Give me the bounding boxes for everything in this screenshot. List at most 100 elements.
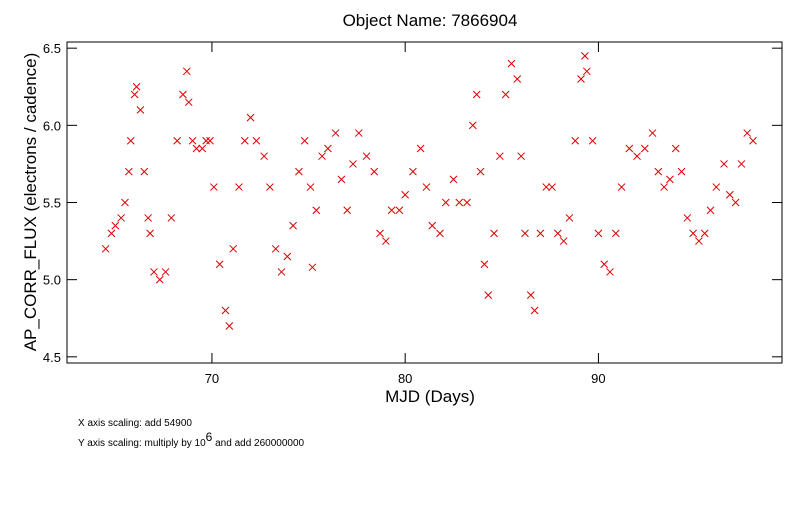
x-marker: [582, 67, 591, 76]
x-marker: [300, 136, 309, 145]
x-marker: [260, 152, 268, 161]
x-marker: [484, 291, 493, 299]
note-text: X axis scaling: add 54900: [78, 418, 192, 429]
y-tick-label: 6.0: [43, 118, 61, 133]
x-marker: [490, 229, 498, 238]
x-marker: [130, 90, 139, 99]
x-marker: [565, 214, 574, 222]
x-marker: [712, 183, 721, 191]
x-marker: [337, 175, 346, 184]
x-marker: [126, 136, 135, 145]
x-marker: [617, 183, 626, 191]
x-marker: [395, 206, 404, 215]
x-marker: [496, 152, 504, 161]
x-marker: [229, 244, 238, 253]
x-marker: [517, 152, 525, 161]
x-marker: [588, 136, 597, 145]
x-marker: [548, 183, 556, 191]
x-marker: [343, 206, 352, 215]
x-marker: [225, 322, 234, 330]
y-tick-label: 5.0: [43, 273, 61, 288]
x-marker: [689, 229, 697, 238]
x-marker: [441, 198, 450, 207]
x-marker: [215, 260, 224, 269]
x-marker: [553, 229, 562, 238]
x-marker: [428, 221, 437, 230]
x-marker: [625, 144, 634, 153]
x-marker: [295, 167, 303, 176]
x-marker: [173, 136, 182, 145]
x-marker: [480, 260, 489, 269]
x-marker: [283, 252, 292, 261]
x-marker: [349, 160, 357, 168]
x-marker: [706, 206, 715, 215]
x-marker: [376, 229, 384, 238]
x-marker: [271, 244, 280, 253]
x-marker: [111, 221, 120, 230]
x-marker: [221, 306, 230, 315]
x-marker: [117, 214, 125, 222]
x-marker: [677, 167, 686, 176]
x-marker: [611, 229, 620, 238]
x-marker: [240, 136, 249, 145]
note-text: and add 260000000: [212, 438, 304, 449]
x-marker: [463, 198, 471, 207]
x-marker: [472, 90, 481, 99]
x-marker: [416, 144, 425, 153]
x-marker: [150, 268, 158, 276]
x-marker: [140, 167, 149, 176]
x-marker: [124, 167, 133, 176]
x-marker: [743, 129, 752, 137]
x-marker: [136, 106, 145, 114]
x-marker: [101, 244, 110, 253]
x-marker: [695, 237, 703, 245]
x-marker: [749, 136, 757, 145]
x-marker: [182, 67, 191, 76]
x-marker: [559, 237, 568, 245]
x-marker: [648, 129, 657, 137]
x-marker: [671, 144, 680, 153]
x-marker: [184, 98, 193, 107]
x-marker: [121, 198, 129, 207]
x-marker: [449, 175, 458, 184]
x-marker: [354, 129, 363, 137]
x-marker: [210, 183, 218, 191]
x-marker: [530, 306, 539, 315]
x-marker: [312, 206, 321, 215]
x-marker: [324, 144, 332, 153]
x-marker: [536, 229, 545, 238]
note-text: Y axis scaling: multiply by 10: [78, 438, 206, 449]
axis-scaling-note: X axis scaling: add 54900: [78, 418, 192, 429]
x-marker: [577, 75, 585, 83]
x-marker: [362, 152, 371, 161]
x-marker: [571, 136, 580, 145]
x-marker: [725, 190, 734, 199]
x-marker: [202, 136, 210, 145]
x-marker: [476, 167, 485, 176]
x-marker: [155, 275, 164, 284]
x-marker: [731, 198, 740, 207]
x-tick-label: 80: [398, 371, 412, 386]
x-marker: [235, 183, 243, 191]
x-marker: [666, 175, 674, 184]
x-marker: [381, 237, 390, 245]
x-marker: [206, 136, 214, 145]
axis-scaling-note: Y axis scaling: multiply by 106 and add …: [78, 430, 305, 449]
x-marker: [720, 160, 728, 168]
x-marker: [521, 229, 529, 238]
x-marker: [289, 221, 297, 230]
x-marker: [600, 260, 609, 269]
x-marker: [167, 214, 176, 222]
x-marker: [660, 183, 668, 191]
x-marker: [507, 59, 516, 68]
x-marker: [179, 90, 187, 99]
y-tick-label: 4.5: [43, 350, 61, 365]
x-marker: [370, 167, 379, 176]
y-tick-label: 5.5: [43, 196, 61, 211]
x-marker: [252, 136, 261, 145]
x-marker: [188, 136, 197, 145]
y-tick-label: 6.5: [43, 41, 61, 56]
x-marker: [455, 198, 464, 207]
x-marker: [594, 229, 603, 238]
